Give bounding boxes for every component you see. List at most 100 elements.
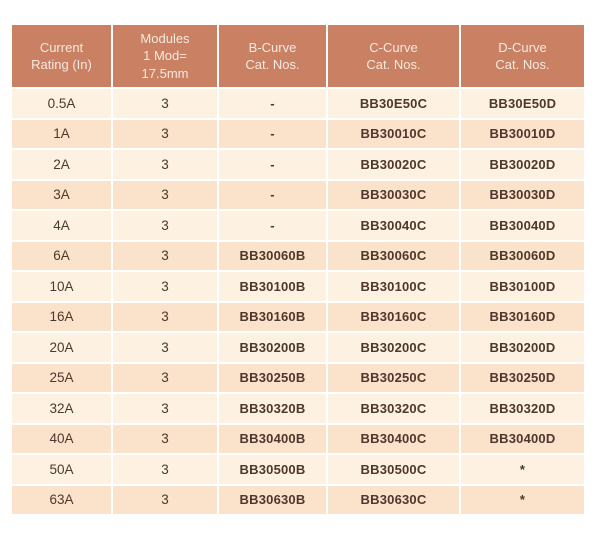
table-row: 32A 3 BB30320B BB30320C BB30320D (12, 394, 584, 423)
column-header-line: 1 Mod= (143, 48, 187, 64)
cell-modules: 3 (113, 363, 217, 392)
cell-c-curve: BB30060C (328, 241, 459, 270)
cell-b-curve: - (219, 180, 326, 209)
cell-modules: 3 (113, 180, 217, 209)
cell-c-curve: BB30030C (328, 180, 459, 209)
cell-modules: 3 (113, 485, 217, 514)
cell-b-curve: BB30200B (219, 333, 326, 362)
header-row: Current Rating (In) Modules 1 Mod= 17.5mm B-C… (12, 25, 584, 87)
cell-c-curve: BB30E50C (328, 89, 459, 118)
cell-current-rating: 32A (12, 394, 111, 423)
cell-d-curve: BB30010D (461, 119, 584, 148)
cell-current-rating: 10A (12, 272, 111, 301)
cell-d-curve: BB30020D (461, 150, 584, 179)
cell-b-curve: - (219, 89, 326, 118)
table-row: 10A 3 BB30100B BB30100C BB30100D (12, 272, 584, 301)
cell-current-rating: 20A (12, 333, 111, 362)
cell-current-rating: 0.5A (12, 89, 111, 118)
cell-c-curve: BB30160C (328, 302, 459, 331)
cell-b-curve: BB30100B (219, 272, 326, 301)
cell-b-curve: BB30400B (219, 424, 326, 453)
column-header-line: 17.5mm (141, 65, 189, 81)
cell-d-curve: BB30060D (461, 241, 584, 270)
cell-c-curve: BB30100C (328, 272, 459, 301)
cell-b-curve: BB30060B (219, 241, 326, 270)
cell-d-curve: BB30E50D (461, 89, 584, 118)
cell-modules: 3 (113, 333, 217, 362)
cell-current-rating: 50A (12, 455, 111, 484)
table-row: 25A 3 BB30250B BB30250C BB30250D (12, 363, 584, 392)
catalog-table-container: Current Rating (In) Modules 1 Mod= 17.5mm B-C… (10, 23, 586, 516)
cell-current-rating: 6A (12, 241, 111, 270)
table-row: 63A 3 BB30630B BB30630C * (12, 485, 584, 514)
cell-d-curve: BB30030D (461, 180, 584, 209)
table-row: 2A 3- BB30020C BB30020D (12, 150, 584, 179)
cell-current-rating: 16A (12, 302, 111, 331)
column-header-line: Cat. Nos. (495, 57, 550, 72)
table-row: 40A 3 BB30400B BB30400C BB30400D (12, 424, 584, 453)
column-header-c-curve: C-Curve Cat. Nos. (328, 25, 459, 87)
cell-modules: 3 (113, 211, 217, 240)
cell-current-rating: 25A (12, 363, 111, 392)
cell-d-curve: BB30040D (461, 211, 584, 240)
column-header-b-curve: B-Curve Cat. Nos. (219, 25, 326, 87)
cell-c-curve: BB30020C (328, 150, 459, 179)
cell-current-rating: 3A (12, 180, 111, 209)
column-header-d-curve: D-Curve Cat. Nos. (461, 25, 584, 87)
cell-c-curve: BB30200C (328, 333, 459, 362)
column-header-line: Cat. Nos. (245, 57, 300, 72)
column-header-line: D-Curve (498, 39, 547, 55)
cell-d-curve: BB30400D (461, 424, 584, 453)
table-row: 4A 3- BB30040C BB30040D (12, 211, 584, 240)
cell-b-curve: BB30250B (219, 363, 326, 392)
column-header-line: Cat. Nos. (366, 57, 421, 72)
cell-d-curve: BB30250D (461, 363, 584, 392)
cell-c-curve: BB30040C (328, 211, 459, 240)
cell-d-curve: * (461, 455, 584, 484)
cell-modules: 3 (113, 394, 217, 423)
cell-current-rating: 2A (12, 150, 111, 179)
cell-b-curve: BB30630B (219, 485, 326, 514)
cell-b-curve: - (219, 119, 326, 148)
cell-modules: 3 (113, 455, 217, 484)
cell-d-curve: BB30320D (461, 394, 584, 423)
cell-c-curve: BB30500C (328, 455, 459, 484)
cell-modules: 3 (113, 241, 217, 270)
table-row: 3A 3- BB30030C BB30030D (12, 180, 584, 209)
cell-b-curve: BB30160B (219, 302, 326, 331)
cell-d-curve: BB30100D (461, 272, 584, 301)
cell-b-curve: - (219, 150, 326, 179)
column-header-line: Rating (In) (31, 57, 92, 72)
cell-modules: 3 (113, 150, 217, 179)
cell-modules: 3 (113, 424, 217, 453)
cell-d-curve: BB30200D (461, 333, 584, 362)
cell-c-curve: BB30250C (328, 363, 459, 392)
cell-modules: 3 (113, 119, 217, 148)
table-row: 1A 3- BB30010C BB30010D (12, 119, 584, 148)
column-header-modules: Modules 1 Mod= 17.5mm (113, 25, 217, 87)
cell-b-curve: BB30320B (219, 394, 326, 423)
cell-current-rating: 63A (12, 485, 111, 514)
cell-d-curve: BB30160D (461, 302, 584, 331)
cell-current-rating: 1A (12, 119, 111, 148)
column-header-line: B-Curve (248, 39, 297, 55)
table-row: 6A 3 BB30060B BB30060C BB30060D (12, 241, 584, 270)
column-header-line: Current (39, 39, 84, 55)
column-header-current-rating: Current Rating (In) (12, 25, 111, 87)
table-row: 0.5A 3- BB30E50C BB30E50D (12, 89, 584, 118)
cell-c-curve: BB30400C (328, 424, 459, 453)
cell-modules: 3 (113, 89, 217, 118)
table-body: 0.5A 3- BB30E50C BB30E50D 1A 3- BB30010C BB3001… (12, 89, 584, 514)
cell-current-rating: 40A (12, 424, 111, 453)
cell-modules: 3 (113, 272, 217, 301)
cell-c-curve: BB30010C (328, 119, 459, 148)
table-row: 20A 3 BB30200B BB30200C BB30200D (12, 333, 584, 362)
cell-d-curve: * (461, 485, 584, 514)
table-row: 50A 3 BB30500B BB30500C * (12, 455, 584, 484)
table-row: 16A 3 BB30160B BB30160C BB30160D (12, 302, 584, 331)
cell-c-curve: BB30630C (328, 485, 459, 514)
cell-b-curve: BB30500B (219, 455, 326, 484)
catalog-table: Current Rating (In) Modules 1 Mod= 17.5mm B-C… (10, 23, 586, 516)
cell-c-curve: BB30320C (328, 394, 459, 423)
